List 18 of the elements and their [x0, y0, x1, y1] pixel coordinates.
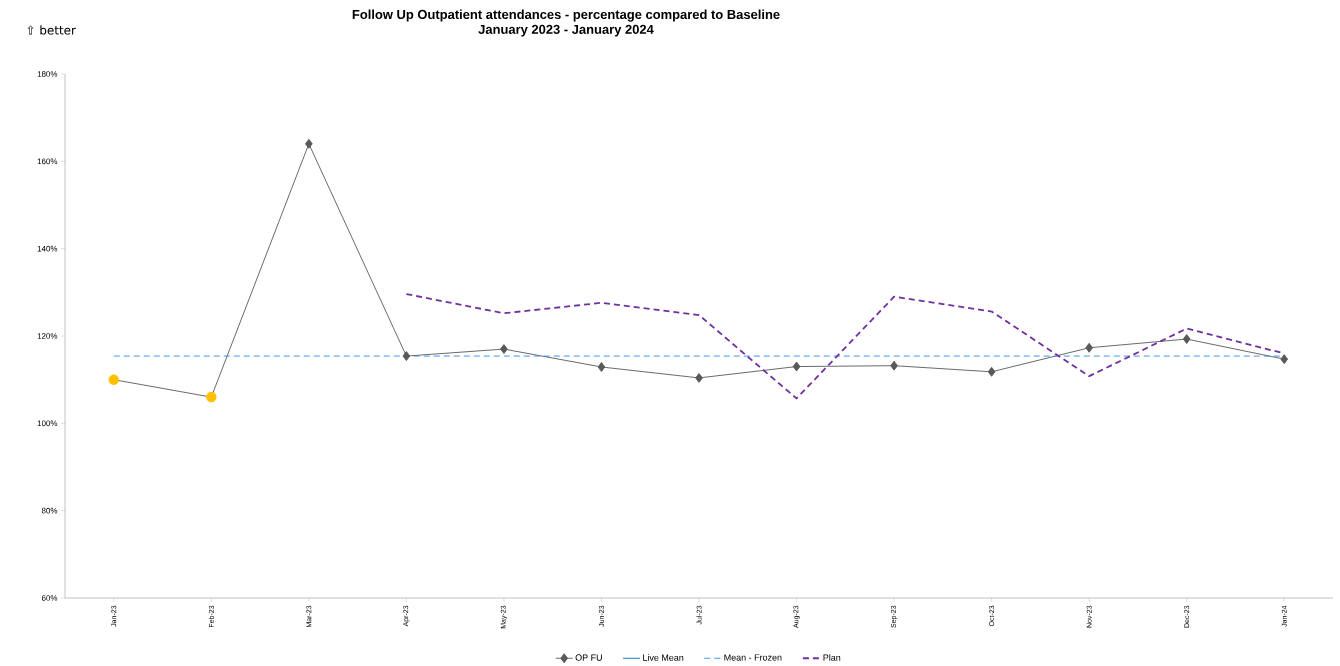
point	[695, 372, 703, 383]
point	[890, 360, 898, 371]
point	[1182, 333, 1191, 344]
point	[1280, 354, 1289, 364]
text: ⇧ better	[27, 25, 76, 35]
legend-label: Live Mean	[643, 654, 684, 661]
chart-title: Follow Up Outpatient attendances - percentage compared to Baseline	[352, 9, 780, 22]
legend-label: Plan	[823, 654, 841, 661]
point	[597, 361, 606, 372]
point	[305, 138, 313, 149]
point	[500, 344, 508, 354]
legend-label: OP FU	[575, 654, 602, 661]
chart-subtitle: January 2023 - January 2024	[478, 24, 654, 37]
point	[1085, 342, 1093, 353]
point	[792, 361, 801, 372]
legend-label: Mean - Frozen	[724, 654, 782, 661]
point	[402, 351, 411, 361]
point	[987, 366, 996, 377]
